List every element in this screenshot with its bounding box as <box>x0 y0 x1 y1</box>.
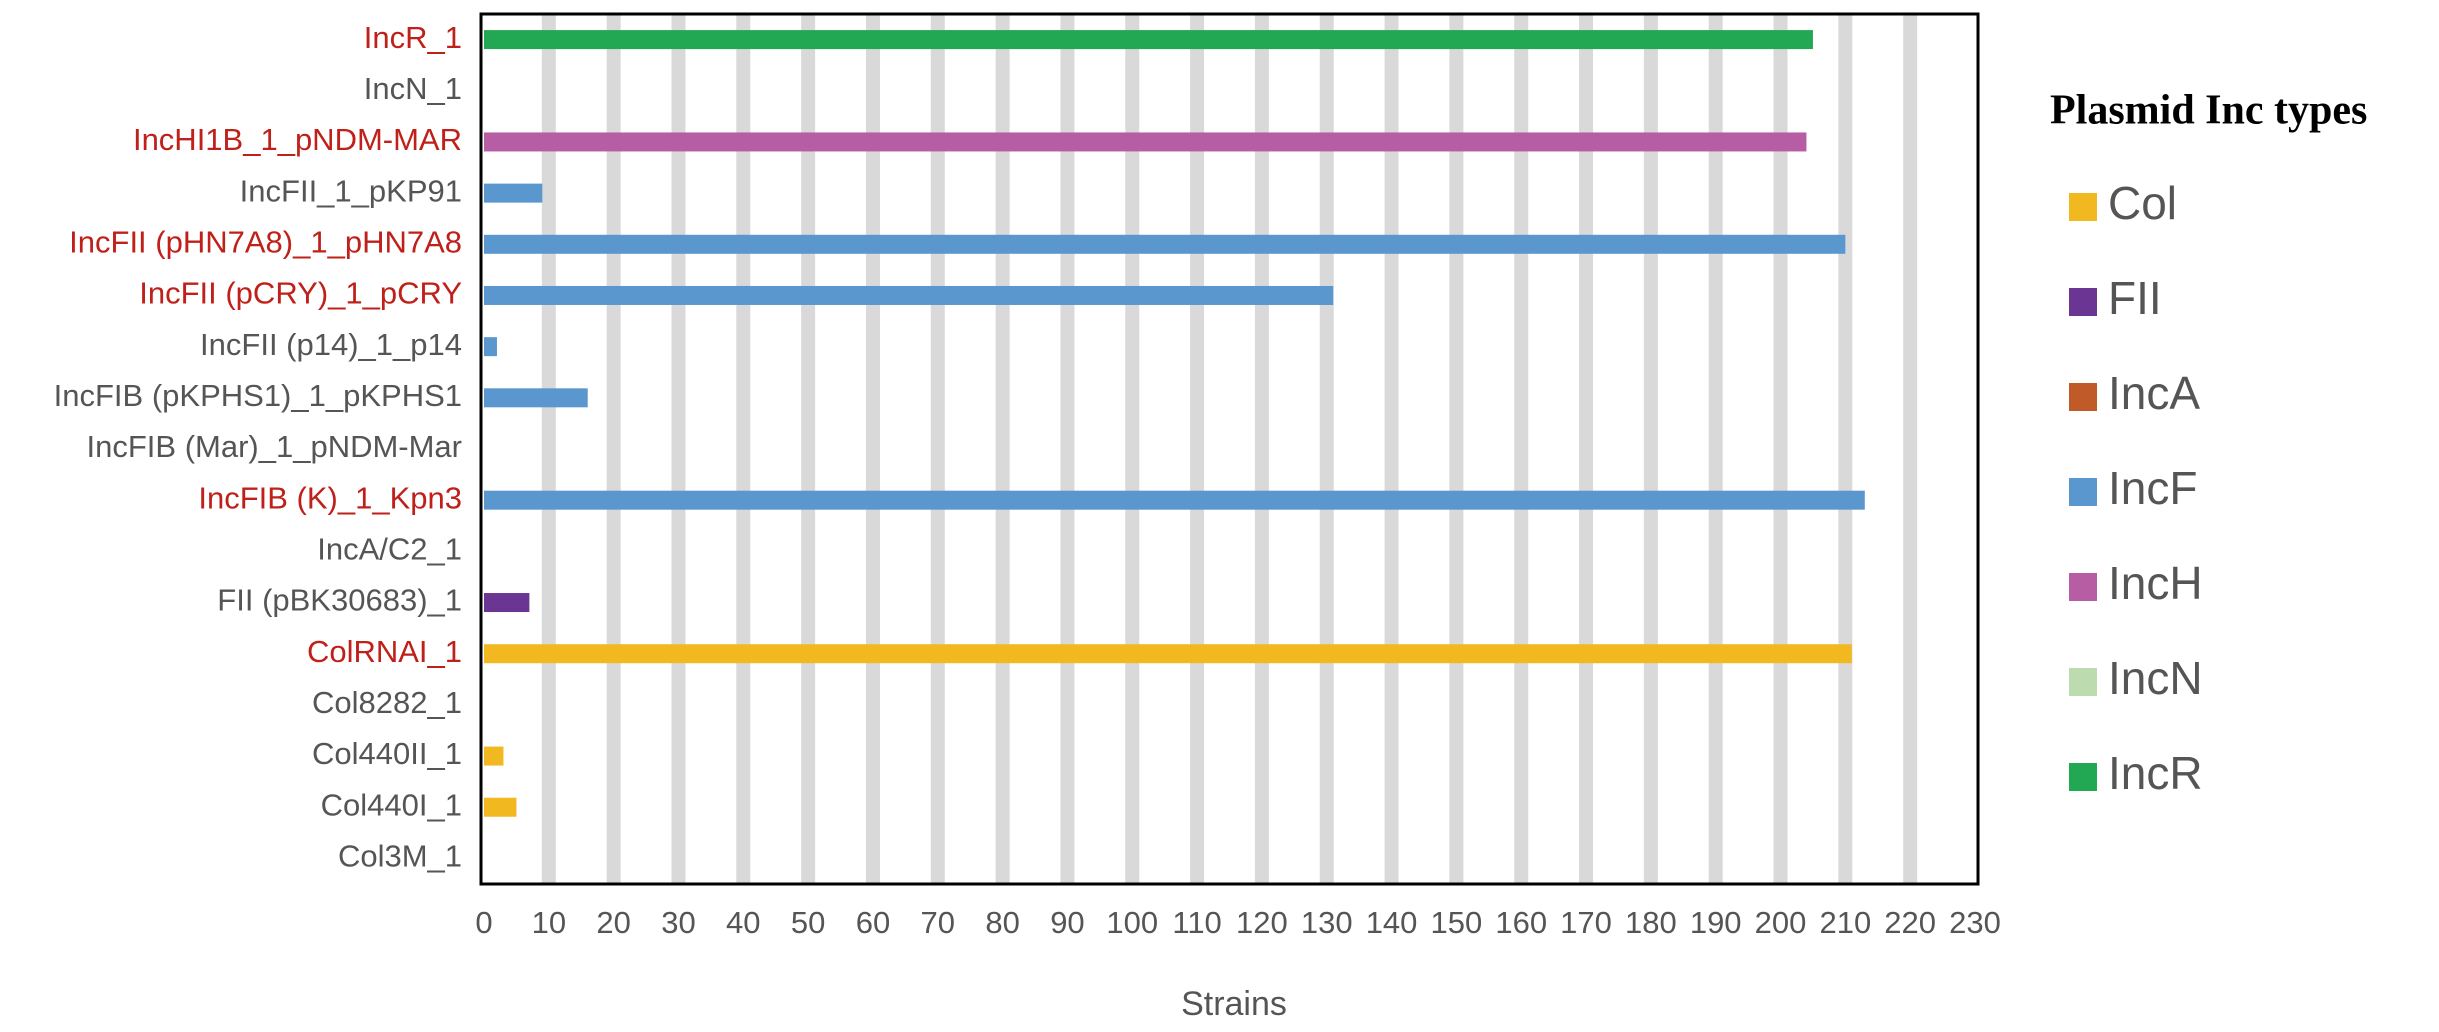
grid-line <box>1773 14 1788 884</box>
y-tick-label: ColRNAI_1 <box>307 634 462 669</box>
legend-label: Col <box>2108 177 2177 229</box>
bar <box>484 797 517 817</box>
grid-line <box>1708 14 1723 884</box>
x-tick-label: 30 <box>661 905 695 940</box>
y-tick-label: Col440I_1 <box>321 787 462 822</box>
grid-line <box>801 14 816 884</box>
y-tick-label: FII (pBK30683)_1 <box>217 583 462 618</box>
y-tick-label: Col440II_1 <box>312 736 462 771</box>
bar <box>484 644 1852 664</box>
y-tick-label: IncFII (pCRY)_1_pCRY <box>139 276 462 311</box>
grid-line <box>1579 14 1594 884</box>
grid-line <box>1060 14 1075 884</box>
grid-line <box>1125 14 1140 884</box>
plot-frame <box>479 12 1980 886</box>
y-tick-label: IncFIB (pKPHS1)_1_pKPHS1 <box>54 378 462 413</box>
grid-line <box>1384 14 1399 884</box>
y-tick-label: IncR_1 <box>364 20 462 55</box>
bar <box>484 490 1865 510</box>
x-tick-label: 110 <box>1172 905 1221 940</box>
x-tick-label: 90 <box>1050 905 1084 940</box>
y-tick-label: Col3M_1 <box>338 839 462 874</box>
grid-line <box>541 14 556 884</box>
bar <box>484 388 588 408</box>
x-tick-label: 170 <box>1560 905 1612 940</box>
grid-line <box>1838 14 1853 884</box>
grid-line <box>606 14 621 884</box>
legend-label: IncR <box>2108 747 2203 799</box>
legend-label: IncF <box>2108 462 2197 514</box>
bar <box>484 593 530 613</box>
legend-label: IncH <box>2108 557 2203 609</box>
y-tick-label: Col8282_1 <box>312 685 462 720</box>
x-tick-label: 70 <box>921 905 955 940</box>
x-axis-title: Strains <box>1181 985 1287 1023</box>
x-tick-label: 40 <box>726 905 760 940</box>
x-tick-label: 0 <box>475 905 492 940</box>
grid-line <box>1643 14 1658 884</box>
x-tick-label: 220 <box>1884 905 1936 940</box>
x-tick-label: 190 <box>1690 905 1742 940</box>
x-tick-label: 60 <box>856 905 890 940</box>
grid-line <box>1190 14 1205 884</box>
grid-line <box>1254 14 1269 884</box>
legend-swatch <box>2069 763 2097 791</box>
legend-label: IncA <box>2108 367 2200 419</box>
y-tick-label: IncA/C2_1 <box>317 532 462 567</box>
legend-label: FII <box>2108 272 2162 324</box>
x-tick-label: 130 <box>1301 905 1353 940</box>
legend-swatch <box>2069 573 2097 601</box>
bar <box>484 746 504 766</box>
legend-title: Plasmid Inc types <box>2050 88 2367 134</box>
y-tick-label: IncHI1B_1_pNDM-MAR <box>133 122 462 157</box>
bar <box>484 132 1807 152</box>
x-tick-label: 120 <box>1236 905 1288 940</box>
grid-line <box>671 14 686 884</box>
x-tick-label: 150 <box>1431 905 1483 940</box>
y-tick-label: IncFII_1_pKP91 <box>240 173 462 208</box>
grid-line <box>1449 14 1464 884</box>
y-tick-label: IncFIB (K)_1_Kpn3 <box>198 480 462 515</box>
bar <box>484 337 497 357</box>
x-tick-label: 100 <box>1106 905 1158 940</box>
x-tick-label: 80 <box>985 905 1019 940</box>
y-tick-label: IncFII (pHN7A8)_1_pHN7A8 <box>69 224 462 259</box>
grid-line <box>930 14 945 884</box>
x-tick-label: 230 <box>1949 905 2001 940</box>
x-tick-label: 180 <box>1625 905 1677 940</box>
grid-line <box>1319 14 1334 884</box>
grid-line <box>736 14 751 884</box>
legend-swatch <box>2069 193 2097 221</box>
grid-line <box>865 14 880 884</box>
legend-label: IncN <box>2108 652 2203 704</box>
x-tick-label: 140 <box>1366 905 1418 940</box>
grid-line <box>1514 14 1529 884</box>
y-tick-label: IncFII (p14)_1_p14 <box>200 327 462 362</box>
x-tick-label: 210 <box>1819 905 1871 940</box>
x-tick-label: 50 <box>791 905 825 940</box>
legend-swatch <box>2069 383 2097 411</box>
y-tick-label: IncFIB (Mar)_1_pNDM-Mar <box>87 429 463 464</box>
x-tick-label: 200 <box>1755 905 1807 940</box>
y-tick-label: IncN_1 <box>364 71 462 106</box>
bar <box>484 183 543 203</box>
bar <box>484 30 1813 50</box>
grid-line <box>1903 14 1918 884</box>
x-tick-label: 160 <box>1495 905 1547 940</box>
bar <box>484 234 1846 254</box>
x-tick-label: 20 <box>596 905 630 940</box>
legend-swatch <box>2069 288 2097 316</box>
bar <box>484 285 1334 305</box>
legend-swatch <box>2069 668 2097 696</box>
grid-line <box>995 14 1010 884</box>
legend-swatch <box>2069 478 2097 506</box>
x-tick-label: 10 <box>532 905 566 940</box>
